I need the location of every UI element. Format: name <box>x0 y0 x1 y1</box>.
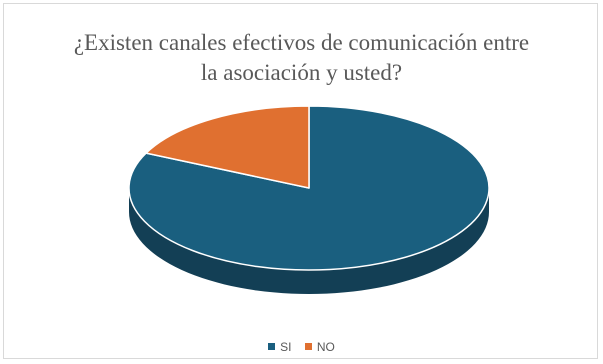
chart-title-line-1: ¿Existen canales efectivos de comunicaci… <box>73 30 530 55</box>
pie-side-si <box>129 188 489 294</box>
legend-item-si: SI <box>268 339 292 354</box>
chart-title-line-2: la asociación y usted? <box>200 60 403 85</box>
legend: SI NO <box>0 339 603 354</box>
legend-label-no: NO <box>316 339 335 354</box>
legend-swatch-no <box>304 343 312 350</box>
pie-slice-no <box>145 105 310 189</box>
legend-item-no: NO <box>304 339 335 354</box>
legend-swatch-si <box>268 343 276 350</box>
legend-label-si: SI <box>280 339 292 354</box>
chart-title: ¿Existen canales efectivos de comunicaci… <box>0 28 603 88</box>
pie-slice-si <box>128 105 490 271</box>
